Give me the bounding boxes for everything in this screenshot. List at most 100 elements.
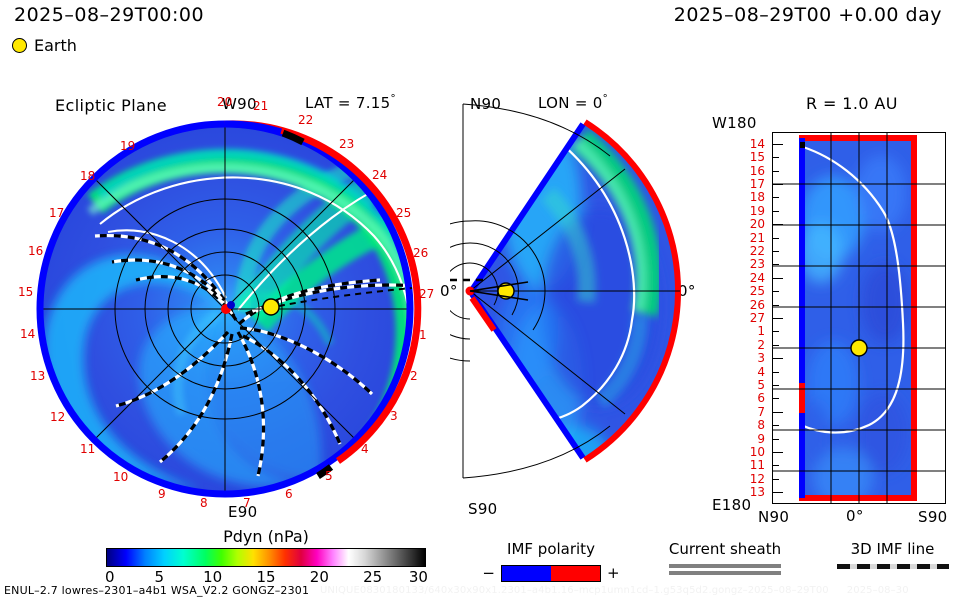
synoptic-y-tick-label: 20 (749, 217, 765, 232)
synoptic-y-tick (773, 250, 779, 252)
synoptic-y-tick (773, 237, 779, 239)
synoptic-y-tick-label: 15 (749, 150, 765, 165)
meridional-lon-annotation: LON = 0° (538, 94, 608, 112)
colorbar-tick-label: 20 (309, 568, 329, 586)
synoptic-y-tick-label: 8 (757, 418, 765, 433)
colorbar-tick-label: 30 (408, 568, 428, 586)
ecliptic-polarity-rim (36, 120, 422, 498)
colorbar-title: Pdyn (nPa) (223, 527, 309, 546)
imf-3d-line-legend: 3D IMF line (830, 540, 955, 569)
synoptic-label-e180: E180 (712, 496, 752, 514)
synoptic-y-tick (773, 438, 779, 440)
polarity-minus-sign: − (482, 564, 495, 582)
synoptic-y-tick-label: 7 (757, 404, 765, 419)
ecliptic-label-w90: W90 (222, 95, 257, 113)
synoptic-y-tick-label: 14 (749, 136, 765, 151)
synoptic-y-tick (773, 183, 783, 185)
synoptic-label-w180: W180 (712, 114, 757, 132)
synoptic-y-tick (773, 398, 779, 400)
ecliptic-lat-text: LAT = 7.15 (305, 94, 391, 112)
synoptic-y-tick (773, 331, 779, 333)
meridional-plot-canvas (450, 103, 681, 479)
earth-legend-label: Earth (34, 36, 77, 55)
meridional-label-n90: N90 (470, 95, 502, 113)
run-id-date: 2025–08–30 (846, 585, 909, 596)
synoptic-y-tick-label: 21 (749, 230, 765, 245)
synoptic-y-tick (773, 143, 783, 145)
earth-legend: Earth (12, 36, 77, 55)
ecliptic-plane-panel: Ecliptic Plane W90 LAT = 7.15° E90 (0, 84, 450, 534)
synoptic-y-axis: 14 15 16 17 18 19 20 21 22 23 24 25 26 27 1 2 3 4 5 6 7 8 9 10 1… (750, 133, 945, 503)
synoptic-y-tick (773, 197, 779, 199)
forecast-timestamp: 2025–08–29T00 +0.00 day (673, 4, 942, 26)
synoptic-y-tick (773, 425, 779, 427)
earth-cone (469, 281, 529, 301)
colorbar-tick-label: 5 (154, 568, 165, 586)
degree-symbol: ° (390, 94, 396, 105)
colorbar-ticks: 0 5 10 15 20 25 30 (105, 568, 428, 586)
imf-3d-line-swatch (836, 564, 949, 569)
synoptic-y-tick (773, 291, 779, 293)
synoptic-y-tick-label: 10 (749, 445, 765, 460)
synoptic-y-tick-label: 17 (749, 176, 765, 191)
colorbar-tick-label: 25 (363, 568, 383, 586)
synoptic-xlabel-s90: S90 (918, 508, 948, 526)
meridional-plane-panel: N90 LON = 0° S90 0° 0° (440, 84, 710, 534)
ecliptic-rim-numbers: 20 21 22 23 24 25 26 27 1 2 3 4 5 6 7 8 … (18, 95, 435, 510)
synoptic-y-tick-label: 11 (749, 458, 765, 473)
synoptic-y-tick (773, 277, 783, 279)
synoptic-y-tick-label: 9 (757, 431, 765, 446)
meridional-label-zero-left: 0° (440, 282, 458, 300)
synoptic-y-tick-label: 6 (757, 391, 765, 406)
synoptic-y-tick (773, 344, 779, 346)
imf-polarity-legend: IMF polarity − + (466, 540, 636, 582)
synoptic-y-tick-label: 4 (757, 364, 765, 379)
earth-marker (850, 339, 868, 357)
imf-polarity-title: IMF polarity (507, 540, 595, 558)
run-id-text: UNIQUE0830180133/640x30x90x1.2301–a4b1.1… (320, 585, 829, 596)
synoptic-y-tick-label: 24 (749, 270, 765, 285)
synoptic-y-tick (773, 492, 783, 494)
synoptic-xlabel-zero: 0° (846, 507, 864, 525)
polarity-plus-sign: + (607, 564, 620, 582)
meridional-label-zero-right: 0° (678, 282, 696, 300)
current-sheath-legend: Current sheath (660, 540, 790, 575)
synoptic-y-tick-label: 12 (749, 471, 765, 486)
ecliptic-lat-annotation: LAT = 7.15° (305, 94, 396, 112)
synoptic-y-tick (773, 411, 783, 413)
earth-marker (497, 282, 515, 300)
synoptic-xlabel-n90: N90 (758, 508, 790, 526)
synoptic-y-tick (773, 157, 779, 159)
imf-3d-line-title: 3D IMF line (850, 540, 935, 558)
ecliptic-plot-canvas (36, 120, 422, 498)
synoptic-plot-canvas (773, 133, 945, 503)
synoptic-polarity-border (799, 135, 917, 501)
run-timestamp: 2025–08–29T00:00 (14, 4, 205, 26)
synoptic-y-tick (773, 371, 779, 373)
synoptic-plot-box: 14 15 16 17 18 19 20 21 22 23 24 25 26 27 1 2 3 4 5 6 7 8 9 10 1… (750, 132, 946, 504)
synoptic-y-tick-label: 26 (749, 297, 765, 312)
meridional-label-s90: S90 (468, 500, 498, 518)
colorbar-tick-label: 0 (105, 568, 115, 586)
synoptic-y-tick (773, 318, 783, 319)
synoptic-y-tick-label: 2 (757, 337, 765, 352)
earth-icon (12, 38, 27, 53)
colorbar: Pdyn (nPa) 0 5 10 15 20 25 30 (105, 527, 428, 586)
synoptic-y-tick (773, 264, 779, 266)
meridional-lon-text: LON = 0 (538, 94, 603, 112)
synoptic-y-tick-label: 13 (749, 485, 765, 500)
synoptic-y-tick-label: 27 (749, 311, 765, 325)
ecliptic-label-e90: E90 (228, 503, 258, 521)
synoptic-y-tick-label: 23 (749, 257, 765, 272)
polarity-positive-swatch (551, 565, 600, 581)
synoptic-y-tick (773, 304, 779, 306)
sun-marker (221, 301, 235, 314)
synoptic-y-tick (773, 358, 783, 360)
run-id-footer: UNIQUE0830180133/640x30x90x1.2301–a4b1.1… (320, 585, 909, 596)
synoptic-y-tick (773, 465, 779, 467)
synoptic-y-tick (773, 170, 779, 172)
synoptic-y-tick-label: 5 (757, 378, 765, 393)
synoptic-y-tick (773, 210, 779, 212)
degree-symbol: ° (602, 94, 609, 105)
synoptic-y-tick-label: 1 (757, 324, 765, 339)
